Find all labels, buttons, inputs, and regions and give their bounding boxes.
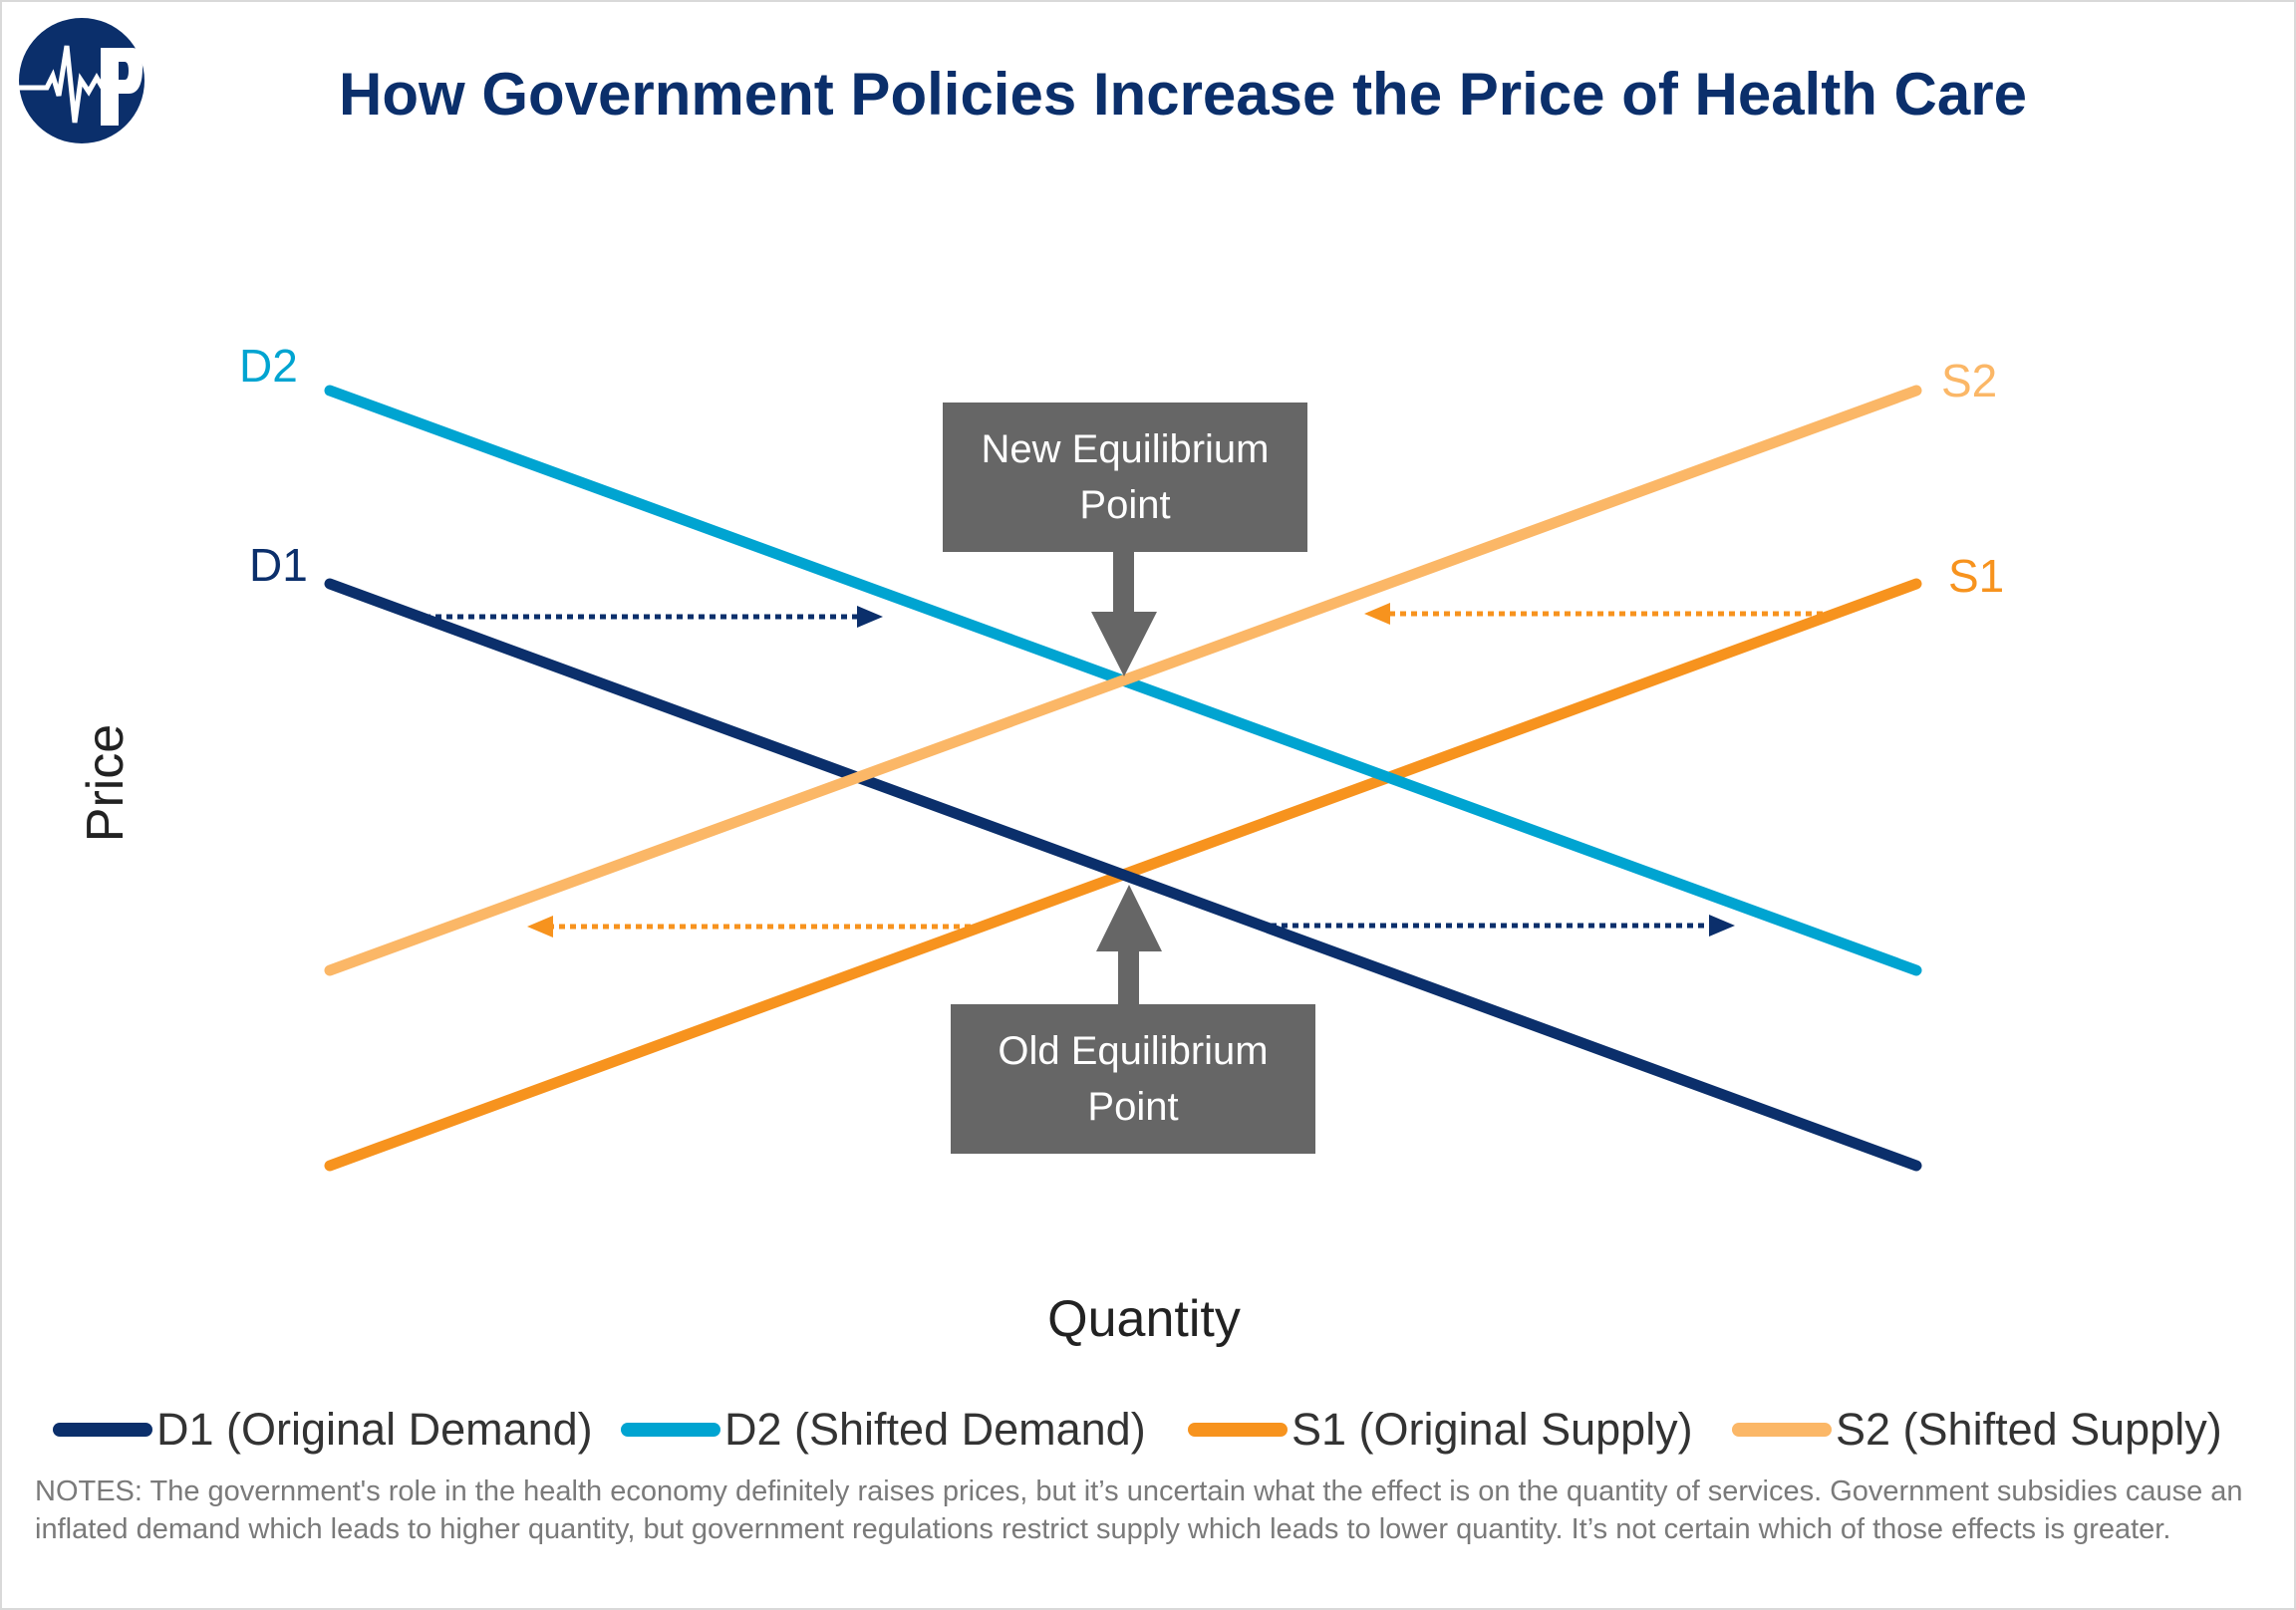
new-equilibrium-box: New Equilibrium Point bbox=[943, 402, 1307, 552]
legend: D1 (Original Demand) D2 (Shifted Demand)… bbox=[0, 1400, 2296, 1460]
legend-swatch bbox=[1188, 1423, 1288, 1437]
x-axis-label: Quantity bbox=[1047, 1290, 1241, 1348]
demand-shift-arrow-upper-head bbox=[857, 606, 883, 628]
new-equilibrium-arrow bbox=[1091, 552, 1157, 676]
legend-item-s2: S2 (Shifted Supply) bbox=[1732, 1400, 2222, 1460]
legend-swatch bbox=[1732, 1423, 1832, 1437]
legend-swatch bbox=[621, 1423, 720, 1437]
legend-swatch bbox=[53, 1423, 152, 1437]
y-axis-label: Price bbox=[77, 723, 135, 843]
supply-shift-arrow-lower-head bbox=[527, 916, 553, 938]
legend-item-s1: S1 (Original Supply) bbox=[1188, 1400, 1693, 1460]
logo bbox=[19, 18, 144, 143]
legend-label: S2 (Shifted Supply) bbox=[1836, 1404, 2222, 1455]
notes: NOTES: The government's role in the heal… bbox=[35, 1476, 2243, 1545]
chart-title: How Government Policies Increase the Pri… bbox=[339, 61, 2027, 128]
legend-label: D2 (Shifted Demand) bbox=[724, 1404, 1146, 1455]
line-s2 bbox=[324, 385, 1922, 976]
label-s2: S2 bbox=[1941, 355, 1998, 406]
legend-label: D1 (Original Demand) bbox=[156, 1404, 593, 1455]
old-equilibrium-arrow bbox=[1096, 885, 1162, 1004]
legend-label: S1 (Original Supply) bbox=[1292, 1404, 1693, 1455]
label-s1: S1 bbox=[1948, 550, 2005, 602]
old-equilibrium-box: Old Equilibrium Point bbox=[951, 1004, 1315, 1154]
line-d1 bbox=[324, 578, 1922, 1172]
demand-shift-arrow-lower-head bbox=[1709, 915, 1735, 937]
legend-item-d2: D2 (Shifted Demand) bbox=[621, 1400, 1146, 1460]
legend-item-d1: D1 (Original Demand) bbox=[53, 1400, 593, 1460]
supply-shift-arrow-upper-head bbox=[1364, 603, 1390, 625]
label-d2: D2 bbox=[239, 340, 298, 392]
label-d1: D1 bbox=[249, 539, 308, 591]
